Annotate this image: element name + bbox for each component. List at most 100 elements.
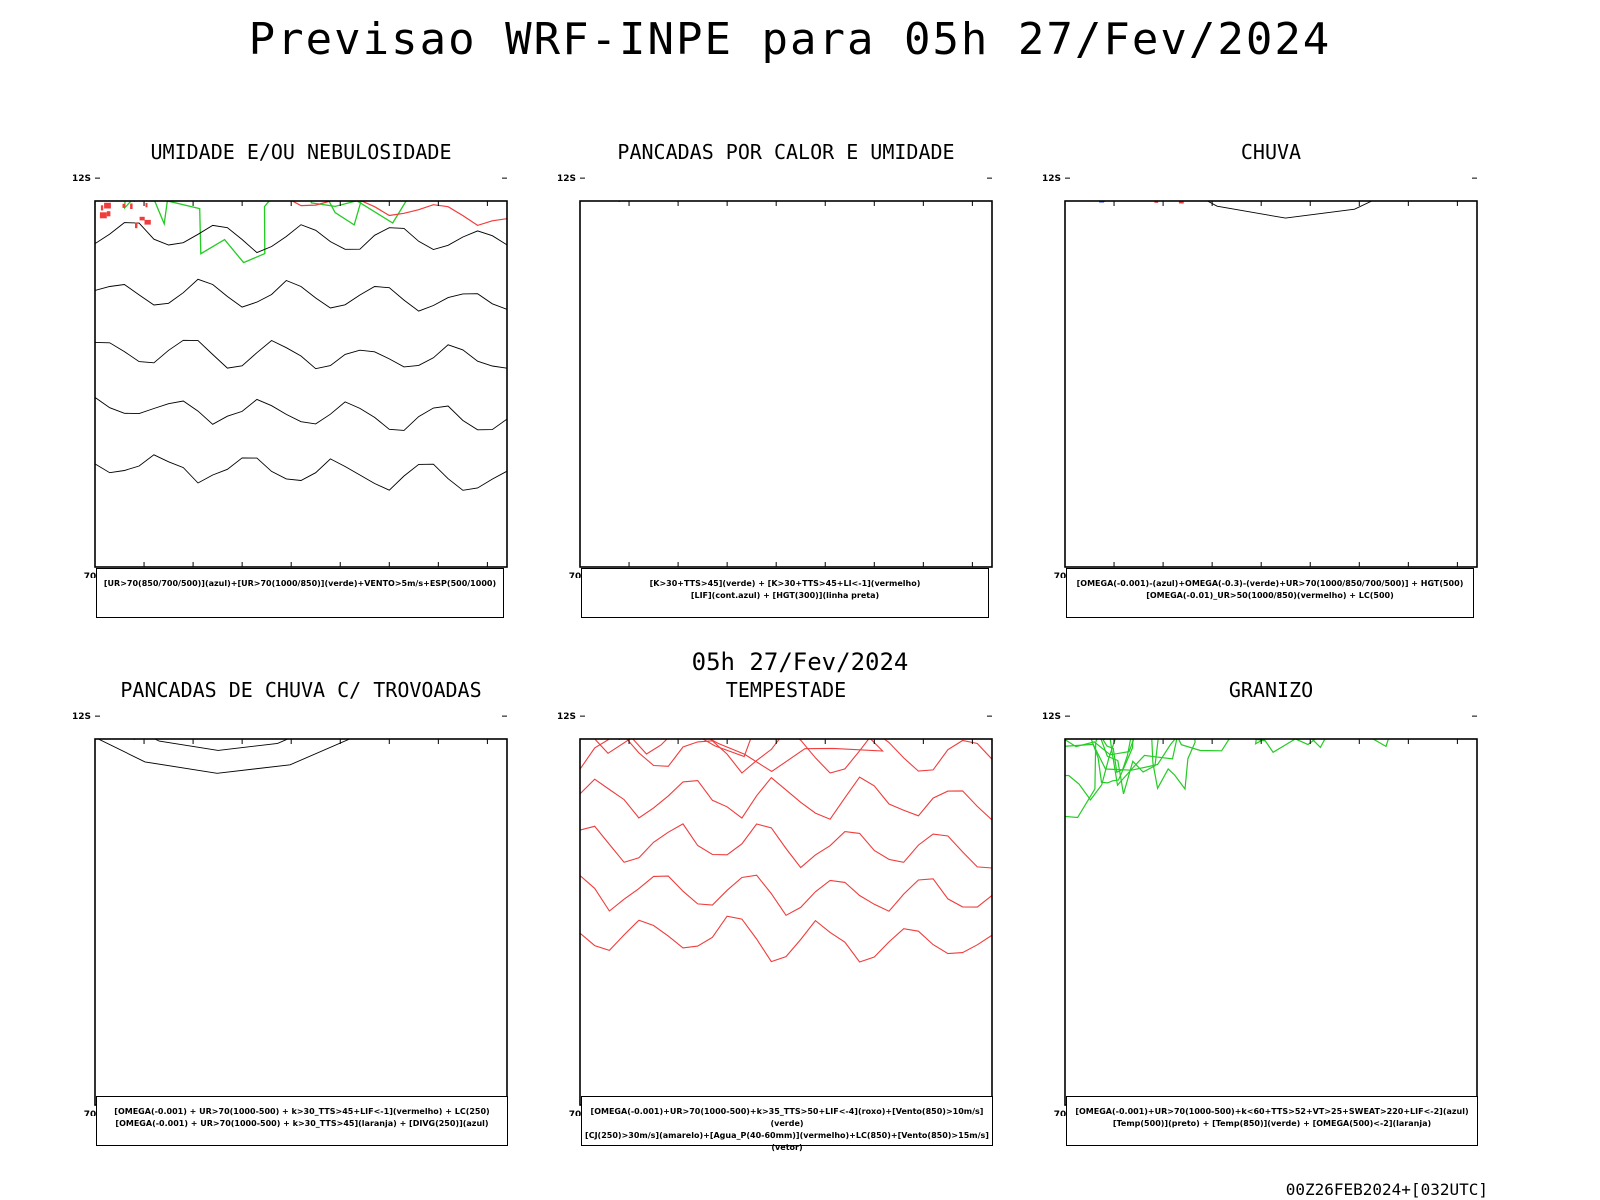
legend-line: [Temp(500)](preto) + [Temp(850)](verde) … bbox=[1112, 1119, 1432, 1128]
main-title: Previsao WRF-INPE para 05h 27/Fev/2024 bbox=[248, 14, 1332, 65]
run-timestamp: 00Z26FEB2024+[032UTC] bbox=[1285, 1180, 1488, 1199]
convection-li-area bbox=[580, 168, 796, 201]
panel-title: CHUVA bbox=[1240, 140, 1302, 164]
legend-line: [LIF](cont.azul) + [HGT(300)](linha pret… bbox=[690, 591, 880, 600]
panel-legend: [K>30+TTS>45](verde) + [K>30+TTS>45+LI<-… bbox=[581, 568, 989, 618]
legend-line: [UR>70(850/700/500)](azul)+[UR>70(1000/8… bbox=[103, 579, 497, 588]
map-layers: 1512-15-181512 bbox=[1065, 706, 1477, 1105]
country-border bbox=[182, 739, 184, 740]
map-panel-4: PANCADAS DE CHUVA C/ TROVOADAS 12S15S18S2… bbox=[72, 678, 595, 1178]
country-border bbox=[131, 739, 136, 740]
panel-title: UMIDADE E/OU NEBULOSIDADE bbox=[150, 140, 452, 164]
storm-red-speckle bbox=[95, 706, 176, 710]
country-border bbox=[585, 168, 653, 172]
coastline bbox=[899, 739, 901, 740]
legend-line: [OMEGA(-0.01)_UR>50(1000/850)(vermelho) … bbox=[1146, 591, 1394, 600]
coastline bbox=[414, 739, 416, 740]
plot-frame bbox=[94, 200, 508, 568]
map-layers: 405040504040 bbox=[580, 706, 992, 1105]
country-border bbox=[246, 168, 397, 169]
coastline bbox=[899, 201, 901, 202]
country-border bbox=[1152, 201, 1154, 202]
country-border bbox=[667, 201, 669, 202]
map-canvas: 58858558257957657357056757357912S15S18S2… bbox=[1042, 168, 1478, 578]
country-border bbox=[100, 168, 168, 172]
map-panel-3: CHUVA58858558257957657357056757357912S15… bbox=[1042, 140, 1565, 640]
map-layers: 588585582579576573570567573579 bbox=[1065, 168, 1477, 567]
country-border bbox=[731, 168, 882, 169]
country-border bbox=[1152, 739, 1154, 740]
rain-red-speckle bbox=[1154, 201, 1184, 204]
country-border bbox=[246, 706, 397, 707]
low-level-humidity-contours bbox=[123, 201, 407, 264]
country-border bbox=[1216, 706, 1367, 707]
high-streamlines bbox=[97, 739, 351, 774]
map-layers: 1012101210161008102010121008101610121020… bbox=[95, 168, 507, 567]
map-panel-2: PANCADAS POR CALOR E UMIDADE 960096809600… bbox=[557, 140, 1080, 640]
lat-tick-label: 12S bbox=[557, 712, 576, 722]
map-canvas: 1012101210161008102010121008101610121020… bbox=[72, 168, 508, 578]
country-border bbox=[1070, 706, 1138, 710]
map-geography bbox=[585, 168, 901, 202]
lat-tick-label: 12S bbox=[557, 174, 576, 184]
lon-tick-label: 70W bbox=[84, 572, 107, 578]
map-canvas: 12S15S18S21S24S27S30S33S36S39S42S70W65W6… bbox=[72, 706, 508, 1116]
forecast-time-title: 05h 27/Fev/2024 bbox=[691, 648, 909, 676]
country-border bbox=[667, 739, 669, 740]
lat-tick-label: 12S bbox=[1042, 174, 1061, 184]
country-border bbox=[585, 706, 653, 710]
country-border bbox=[731, 706, 882, 707]
country-border bbox=[1070, 168, 1138, 172]
map-geography bbox=[1070, 706, 1386, 740]
country-border bbox=[182, 201, 184, 202]
legend-line: [OMEGA(-0.001) + UR>70(1000-500) + k>30_… bbox=[115, 1119, 489, 1128]
pressure-contours bbox=[95, 222, 507, 491]
lon-tick-label: 70W bbox=[569, 1110, 592, 1116]
panel-legend: [OMEGA(-0.001) + UR>70(1000-500) + k>30_… bbox=[96, 1096, 508, 1146]
lat-tick-label: 12S bbox=[72, 174, 91, 184]
legend-line: [OMEGA(-0.001)+UR>70(1000-500)+k<60+TTS>… bbox=[1075, 1107, 1469, 1116]
temp850-contours-north bbox=[1065, 739, 1266, 819]
panel-title: PANCADAS POR CALOR E UMIDADE bbox=[617, 140, 955, 164]
plot-frame bbox=[579, 200, 993, 568]
map-geography bbox=[585, 706, 901, 740]
coastline bbox=[1384, 201, 1386, 202]
lon-tick-label: 70W bbox=[569, 572, 592, 578]
map-layers: 9600968096009680960096009520944093609440… bbox=[580, 168, 992, 567]
clear-gaps bbox=[668, 201, 672, 203]
red-labels-speckle bbox=[99, 202, 151, 229]
coastline bbox=[414, 201, 416, 202]
map-canvas: 9600968096009680960096009520944093609440… bbox=[557, 168, 993, 578]
lc850-contours bbox=[580, 739, 992, 963]
legend-line: [OMEGA(-0.001) + UR>70(1000-500) + k>30_… bbox=[114, 1107, 490, 1116]
map-panel-1: UMIDADE E/OU NEBULOSIDADE 101210121016100… bbox=[72, 140, 595, 640]
country-border bbox=[1101, 739, 1106, 740]
lon-tick-label: 70W bbox=[1054, 1110, 1077, 1116]
panel-legend: [OMEGA(-0.001)-(azul)+OMEGA(-0.3)-(verde… bbox=[1066, 568, 1474, 618]
country-border bbox=[100, 706, 168, 710]
map-geography bbox=[100, 706, 416, 740]
omega-blue-speckle bbox=[1099, 201, 1104, 203]
lon-tick-label: 70W bbox=[84, 1110, 107, 1116]
panel-title: PANCADAS DE CHUVA C/ TROVOADAS bbox=[120, 678, 482, 702]
panel-title: GRANIZO bbox=[1228, 678, 1314, 702]
map-panel-6: GRANIZO1512-15-18151212S15S18S21S24S27S3… bbox=[1042, 678, 1565, 1178]
country-border bbox=[616, 201, 621, 202]
panel-legend: [OMEGA(-0.001)+UR>70(1000-500)+k>35_TTS>… bbox=[581, 1096, 993, 1152]
country-border bbox=[1216, 168, 1367, 169]
lat-tick-label: 12S bbox=[1042, 712, 1061, 722]
legend-line: [OMEGA(-0.001)-(azul)+OMEGA(-0.3)-(verde… bbox=[1076, 579, 1464, 588]
map-canvas: 40504050404012S15S18S21S24S27S30S33S36S3… bbox=[557, 706, 993, 1116]
legend-line: [K>30+TTS>45](verde) + [K>30+TTS>45+LI<-… bbox=[649, 579, 921, 588]
country-border bbox=[131, 201, 136, 202]
country-border bbox=[616, 739, 621, 740]
legend-line: [OMEGA(-0.001)+UR>70(1000-500)+k>35_TTS>… bbox=[590, 1107, 984, 1128]
humidity-mid-level-area bbox=[115, 168, 507, 190]
map-geography bbox=[100, 168, 416, 202]
map-panel-5: TEMPESTADE40504050404012S15S18S21S24S27S… bbox=[557, 678, 1080, 1178]
map-layers bbox=[95, 706, 507, 1105]
panel-legend: [UR>70(850/700/500)](azul)+[UR>70(1000/8… bbox=[96, 568, 504, 618]
panel-legend: [OMEGA(-0.001)+UR>70(1000-500)+k<60+TTS>… bbox=[1066, 1096, 1478, 1146]
lon-tick-label: 70W bbox=[1054, 572, 1077, 578]
coastline bbox=[1384, 739, 1386, 740]
